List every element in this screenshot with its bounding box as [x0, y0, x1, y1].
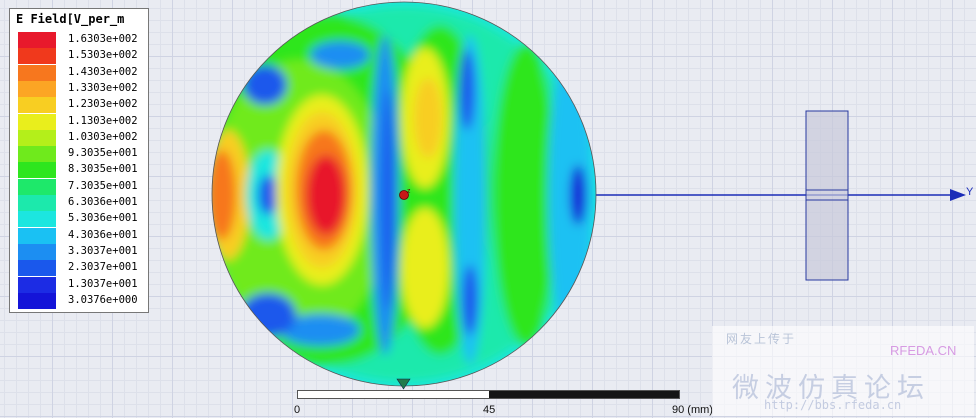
legend-value: 1.3303e+002	[68, 81, 138, 94]
scale-tick-label: 90 (mm)	[672, 404, 713, 416]
legend-value: 1.6303e+002	[68, 33, 138, 45]
legend-entry: 1.4303e+002	[18, 64, 148, 81]
legend-swatch	[18, 276, 56, 293]
legend-swatch	[18, 48, 56, 65]
legend-swatch	[18, 195, 56, 211]
legend-entry: 1.1303e+002	[18, 113, 148, 130]
legend-value: 1.4303e+002	[68, 65, 138, 78]
legend-swatch	[18, 97, 56, 114]
legend-swatch	[18, 32, 56, 48]
legend-swatch	[18, 162, 56, 179]
field-legend[interactable]: E Field[V_per_m 1.6303e+002 1.5303e+002 1.…	[9, 8, 149, 313]
scale-bar-black-segment	[489, 391, 679, 398]
legend-value: 5.3036e+001	[68, 212, 138, 225]
legend-entry: 3.0376e+000	[18, 292, 148, 309]
watermark: 网友上传于 RFEDA.CN 微波仿真论坛 http://bbs.rfeda.c…	[712, 326, 974, 416]
scale-bar	[297, 390, 680, 399]
legend-swatch	[18, 64, 56, 81]
legend-entry: 6.3036e+001	[18, 195, 148, 211]
legend-value: 1.2303e+002	[68, 98, 138, 111]
legend-value: 8.3035e+001	[68, 163, 138, 176]
origin-label: z	[407, 188, 411, 195]
legend-value: 1.0303e+002	[68, 130, 138, 143]
legend-swatch	[18, 129, 56, 146]
origin-marker-icon	[399, 190, 409, 200]
legend-value: 2.3037e+001	[68, 261, 138, 274]
legend-entry: 8.3035e+001	[18, 162, 148, 179]
legend-entry: 1.3303e+002	[18, 80, 148, 97]
legend-value: 1.3037e+001	[68, 277, 138, 290]
legend-swatch	[18, 211, 56, 228]
legend-entry: 1.3037e+001	[18, 276, 148, 293]
legend-value: 6.3036e+001	[68, 196, 138, 208]
legend-swatch	[18, 80, 56, 97]
legend-swatch	[18, 292, 56, 309]
legend-entry: 1.2303e+002	[18, 97, 148, 114]
scale-tick-label: 45	[483, 404, 496, 416]
y-axis-label: Y	[966, 186, 974, 198]
legend-entry: 1.0303e+002	[18, 129, 148, 146]
legend-value: 1.1303e+002	[68, 114, 138, 127]
legend-entry: 7.3035e+001	[18, 178, 148, 195]
legend-swatch	[18, 113, 56, 130]
legend-entry: 1.6303e+002	[18, 32, 148, 48]
scale-tick-label: 0	[294, 404, 301, 416]
legend-swatch	[18, 243, 56, 260]
legend-entry: 1.5303e+002	[18, 48, 148, 65]
wave-port[interactable]	[805, 110, 849, 281]
port-feed[interactable]	[805, 189, 849, 201]
legend-value: 3.0376e+000	[68, 293, 138, 306]
legend-swatch	[18, 178, 56, 195]
legend-swatch	[18, 227, 56, 244]
axis-triad-icon	[396, 378, 411, 390]
legend-value: 4.3036e+001	[68, 228, 138, 241]
legend-entry: 9.3035e+001	[18, 146, 148, 163]
legend-entry: 2.3037e+001	[18, 260, 148, 277]
legend-swatch	[18, 146, 56, 163]
legend-value: 1.5303e+002	[68, 49, 138, 62]
watermark-url: http://bbs.rfeda.cn	[764, 398, 902, 412]
y-axis-arrow-icon	[950, 189, 966, 201]
watermark-brand: RFEDA.CN	[890, 343, 957, 358]
legend-entry: 4.3036e+001	[18, 227, 148, 244]
legend-value: 9.3035e+001	[68, 147, 138, 160]
legend-title: E Field[V_per_m	[16, 12, 125, 26]
legend-swatch	[18, 260, 56, 277]
watermark-title: 微波仿真论坛	[732, 373, 930, 404]
legend-value: 7.3035e+001	[68, 179, 138, 192]
legend-entry: 5.3036e+001	[18, 211, 148, 228]
legend-value: 3.3037e+001	[68, 244, 138, 257]
watermark-top-text: 网友上传于	[726, 332, 797, 346]
legend-entry: 3.3037e+001	[18, 243, 148, 260]
